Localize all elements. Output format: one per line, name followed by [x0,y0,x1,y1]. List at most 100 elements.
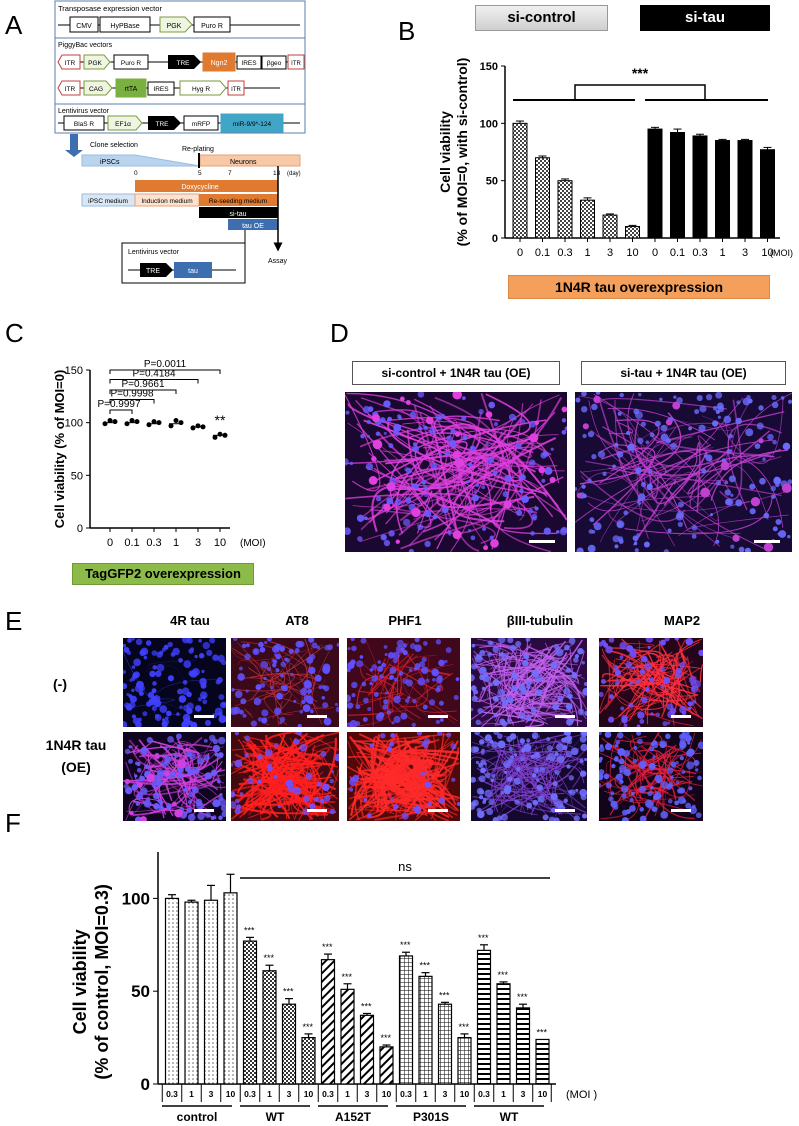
b-ytick: 100 [480,118,498,130]
e-micrograph [123,638,226,727]
svg-text:BlaS R: BlaS R [74,121,95,128]
f-moi-tick: 1 [501,1089,506,1099]
svg-text:ITR: ITR [291,61,301,67]
f-group-label: control [177,1110,218,1123]
f-bar [340,988,355,1085]
c-bracket [109,389,177,395]
footer-1n4r: 1N4R tau overexpression [508,275,770,299]
f-bar [418,975,433,1085]
lentivirus-construct: BlaS R EF1α TRE mRFP miR-9/9*-124 [63,113,284,133]
panel-letter-a: A [5,10,23,40]
c-pvalue: P=0.4184 [132,368,176,379]
lenti-title: Lentivirus vector [58,108,110,115]
c-point [190,425,196,431]
piggybac-title: PiggyBac vectors [58,42,113,49]
f-stars: *** [537,1027,548,1037]
c-point [107,418,113,424]
c-point [200,424,206,430]
induction-medium-label: Induction medium [141,198,192,205]
svg-text:IRES: IRES [241,60,257,67]
f-bar [281,1003,297,1085]
svg-text:Ngn2: Ngn2 [211,60,228,67]
ipscs-label: iPSCs [100,159,120,166]
day-unit: (day) [287,171,301,177]
f-bar [476,949,492,1085]
svg-text:CMV: CMV [76,23,92,30]
c-xtick: 0 [107,537,113,549]
b-bar [692,135,708,239]
svg-text:HyPBase: HyPBase [110,23,139,30]
f-moi-tick: 1 [189,1089,194,1099]
f-moi-tick: 3 [443,1089,448,1099]
c-point [146,422,152,428]
e-micrograph [599,732,703,821]
clone-selection-label: Clone selection [90,142,138,149]
d-label-right: si-tau + 1N4R tau (OE) [581,361,786,385]
f-group-label: P301S [413,1110,449,1123]
b-bar [715,140,730,239]
doxycycline-label: Doxycycline [181,184,218,191]
e-micrograph [471,732,587,821]
c-point [129,418,135,424]
c-ytick: 0 [77,523,83,535]
e-micrograph [599,638,703,727]
lenti2-title: Lentivirus vector [128,249,180,256]
f-bar [203,899,219,1085]
b-ytick: 50 [486,176,498,188]
svg-text:TRE: TRE [177,60,191,67]
f-stars: *** [498,970,509,980]
c-x-unit: (MOI) [240,538,266,549]
f-group-label: WT [500,1110,519,1123]
scale-bar [307,809,327,812]
f-stars: *** [459,1022,470,1032]
b-xtick: 0.1 [670,247,685,259]
e-col-biii-tubulin: βIII-tubulin [506,613,574,628]
f-moi-tick: 10 [226,1089,236,1099]
panel-letter-d: D [330,318,349,348]
down-arrow-icon [65,134,83,157]
b-xtick: 3 [742,247,748,259]
day-tick: 0 [134,170,138,177]
c-point [151,419,157,425]
c-point [156,420,162,426]
b-x-unit: (MOI) [770,248,793,258]
b-bar [760,149,775,239]
f-stars: *** [361,1001,372,1011]
b-xtick: 0.3 [557,247,572,259]
f-bar [359,1014,375,1085]
c-point [212,434,218,440]
tau-oe-bar [228,219,278,230]
f-stars: *** [420,961,431,971]
f-bar [164,897,180,1085]
b-significance: *** [632,65,649,81]
f-stars: *** [283,987,294,997]
c-bracket [109,378,199,384]
scale-bar [555,715,575,718]
c-ytick: 150 [65,365,83,377]
legend-si-tau: si-tau [640,5,770,31]
e-micrograph [347,638,460,727]
f-moi-tick: 3 [287,1089,292,1099]
c-point [173,418,179,424]
f-moi-tick: 3 [365,1089,370,1099]
day-tick: 5 [198,170,202,177]
f-stars: *** [244,925,255,935]
svg-text:Puro R: Puro R [121,60,142,67]
b-xtick: 0.3 [692,247,707,259]
piggybac-construct-1: ITR PGK Puro R TRE Ngn2 IRES βgeo ITR [57,52,305,72]
replating-label: Re-plating [182,146,214,153]
c-pvalue: P=0.9998 [110,388,154,399]
panel-letter-f: F [5,808,21,838]
chart-f: 0 50 100 Cell viability (% of control, MOI=0… [70,852,597,1123]
day-tick: 13 [273,170,281,177]
svg-text:TRE: TRE [146,268,160,275]
f-bar [515,1007,531,1085]
scale-bar [428,715,448,718]
doxycycline-bar [135,180,278,192]
svg-text:tau: tau [188,268,198,275]
c-point [178,420,184,426]
tau-oe-label: tau OE [242,223,264,230]
svg-text:PGK: PGK [167,23,182,30]
ipsc-medium-label: iPSC medium [88,198,128,205]
